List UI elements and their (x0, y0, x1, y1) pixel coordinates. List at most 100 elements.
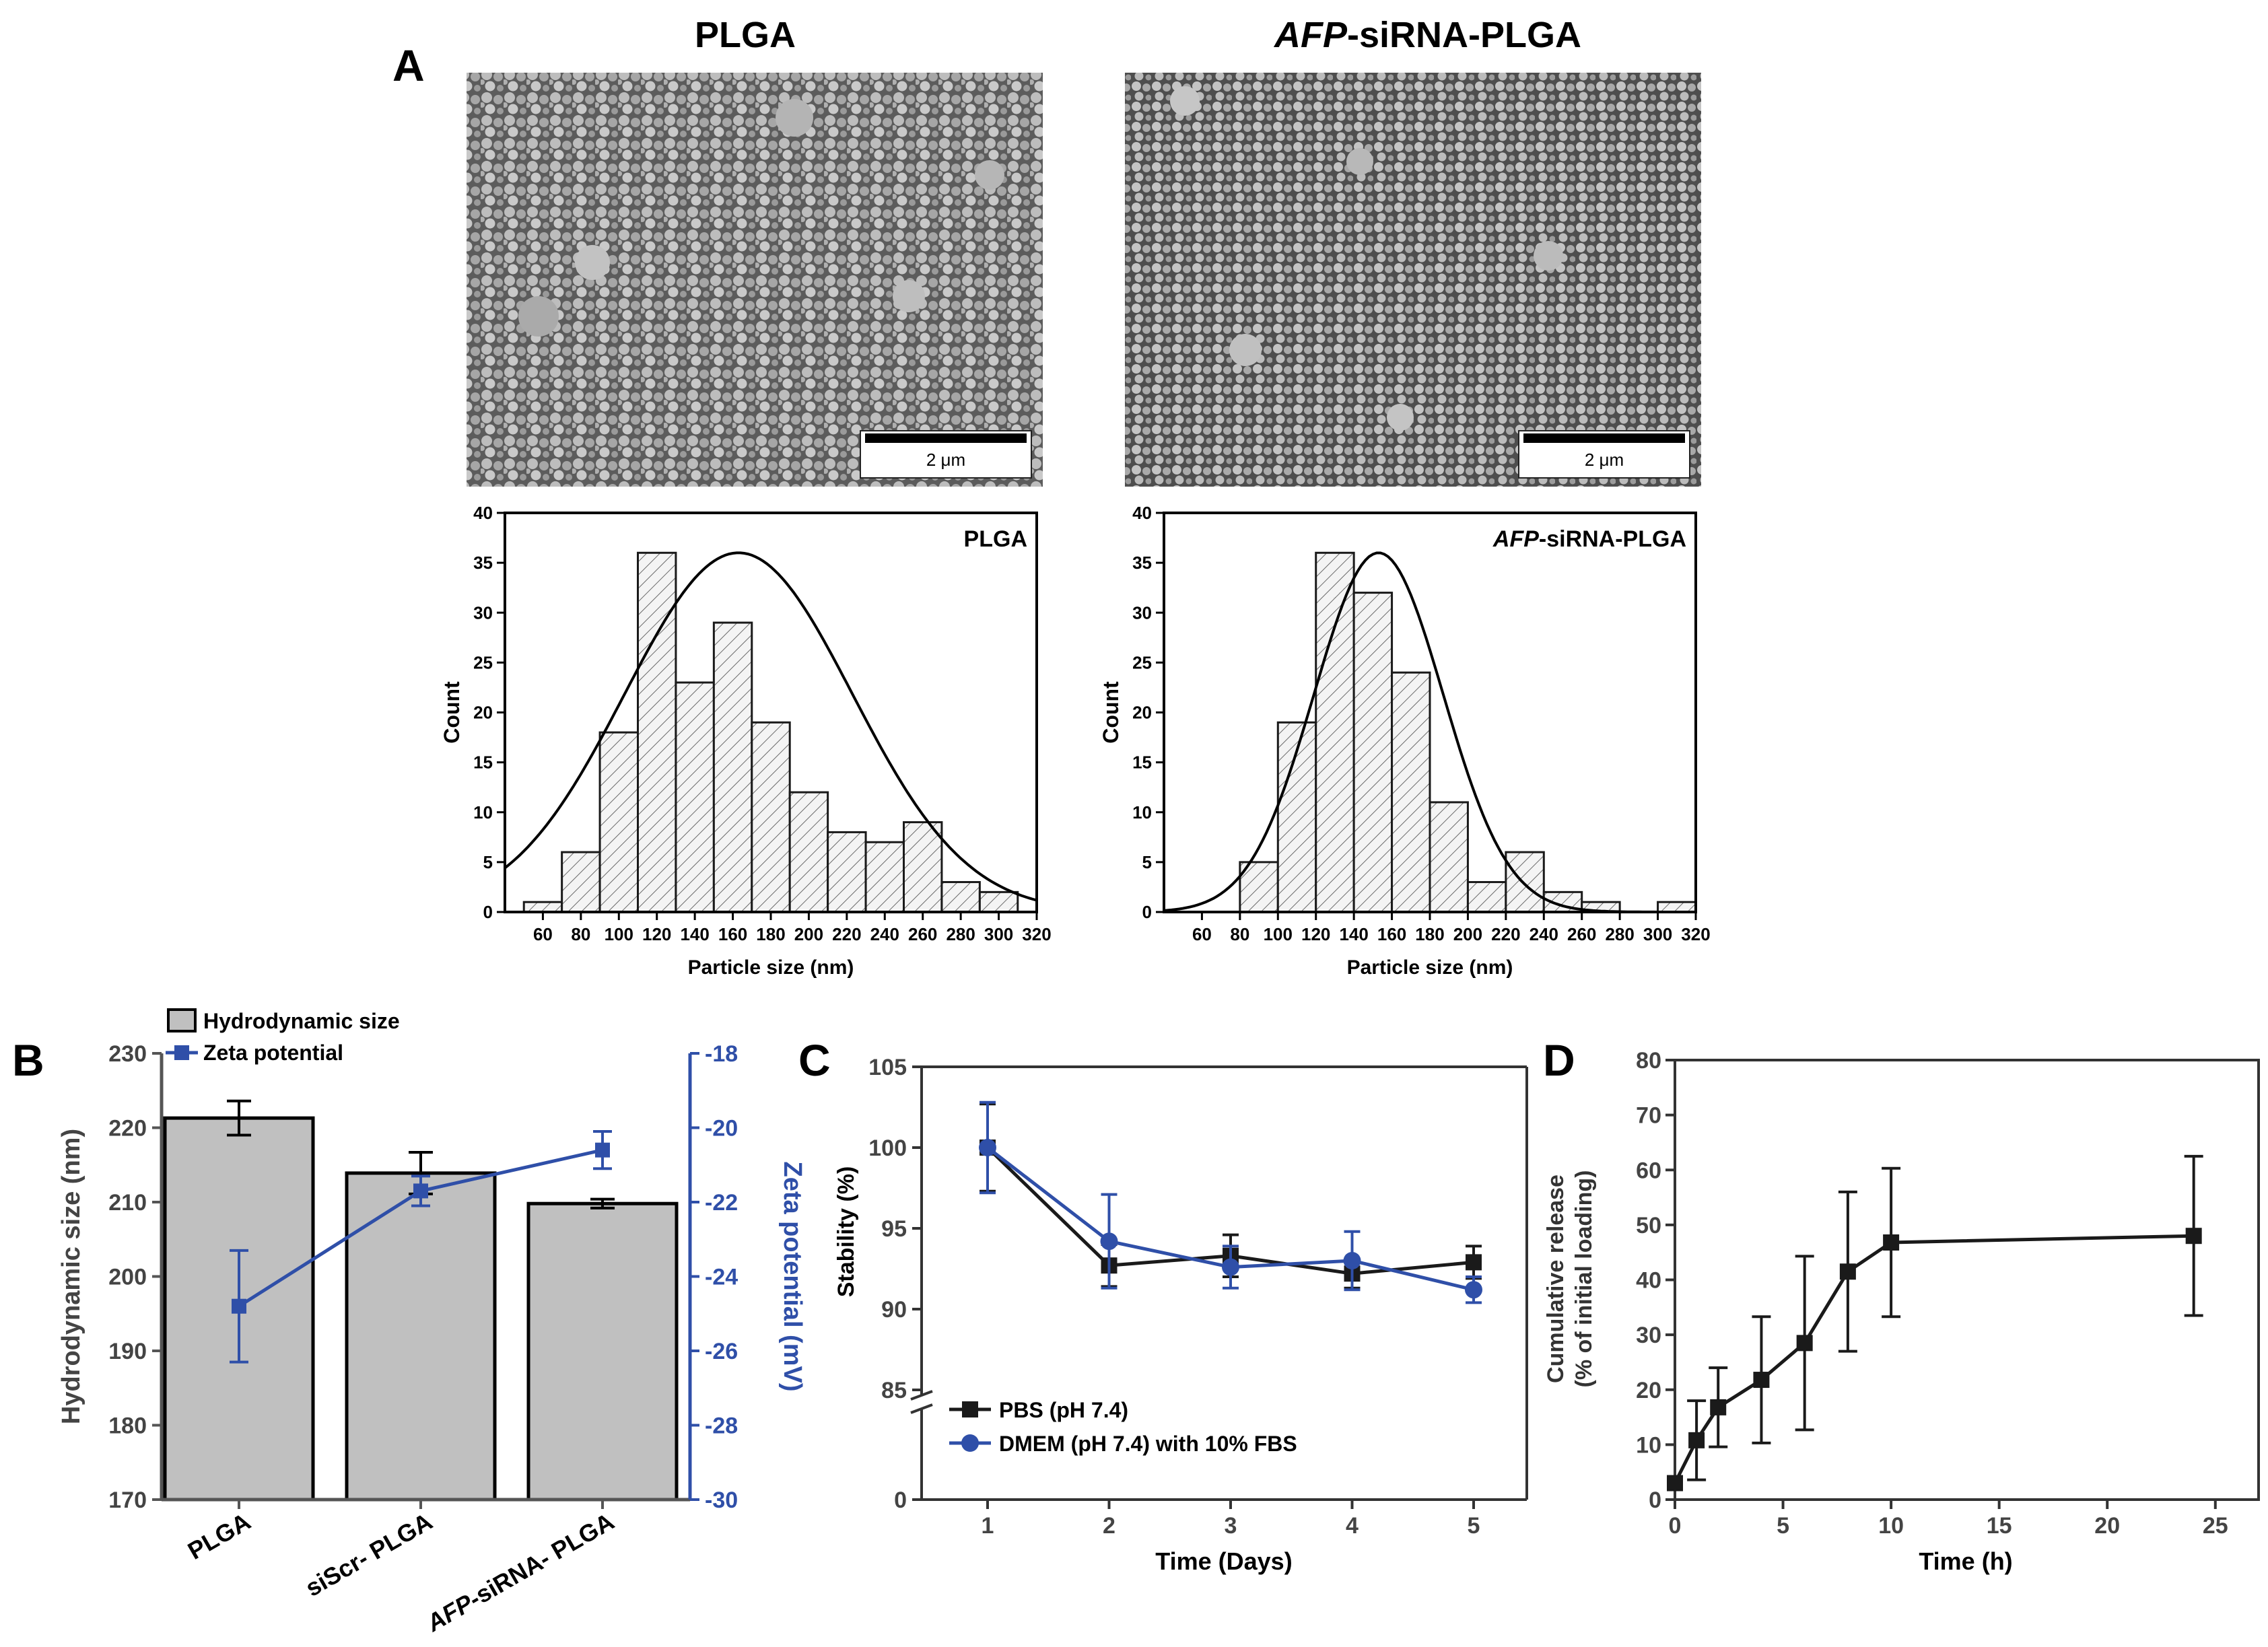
x-tick-label: AFP-siRNA- PLGA (421, 1507, 619, 1637)
y-tick-label: 90 (881, 1297, 907, 1323)
x-tick-label-text: -siRNA- PLGA (464, 1507, 619, 1613)
release-marker (1796, 1335, 1813, 1352)
x-tick-label: 320 (1681, 924, 1710, 944)
y-tick-label: 15 (1132, 752, 1152, 773)
x-tick-label: 160 (1377, 924, 1406, 944)
x-tick-label: 100 (1264, 924, 1293, 944)
y-tick-label: 5 (1142, 852, 1152, 872)
zeta-marker (413, 1183, 428, 1199)
y-tick-label: 50 (1636, 1213, 1661, 1238)
histogram-bar (1657, 901, 1697, 913)
y2-axis-title: Zeta potential (mV) (778, 1161, 806, 1391)
y-tick-label: 170 (108, 1487, 147, 1513)
dmem-marker (1465, 1281, 1482, 1299)
histogram-bar (675, 681, 715, 913)
y-axis-title: Stability (%) (833, 1166, 859, 1298)
x-tick-label: 25 (2203, 1513, 2228, 1539)
y2-tick-label: -18 (705, 1041, 738, 1067)
y-tick-label: 15 (473, 752, 493, 773)
sem-image-plga: 2 μm (467, 73, 1043, 487)
x-tick-label-text: PLGA (183, 1507, 255, 1565)
y-axis-title-line1: Cumulative release (1543, 1175, 1569, 1383)
inset-label-text: PLGA (964, 526, 1027, 552)
y-tick-label: 230 (108, 1041, 147, 1067)
histogram-bar (1391, 671, 1431, 913)
chart-b-size-zeta: 170 180 190 200 210 220 230 -30 -28 -26 -24 -22 -20 -… (57, 1008, 806, 1637)
y2-tick-label: -24 (705, 1265, 738, 1290)
legend-swatch-pbs-marker (962, 1401, 978, 1417)
release-marker (1883, 1234, 1900, 1251)
zeta-marker (595, 1142, 610, 1158)
legend-label-size: Hydrodynamic size (203, 1009, 400, 1033)
y-tick-label: 25 (473, 652, 493, 672)
y-tick-label: 5 (483, 852, 493, 872)
y-tick-label: 70 (1636, 1103, 1661, 1129)
y-tick-label: 40 (473, 503, 493, 523)
panel-c-label: C (798, 1035, 831, 1085)
y2-tick-label: -22 (705, 1190, 738, 1216)
x-axis-title: Particle size (nm) (1347, 956, 1513, 979)
y-axis-title-line2: (% of initial loading) (1571, 1170, 1597, 1388)
y-tick-label: 30 (473, 602, 493, 623)
x-tick-label: 200 (794, 924, 823, 944)
scale-bar-label-plga: 2 μm (926, 450, 965, 470)
x-tick-label: 300 (1643, 924, 1672, 944)
x-tick-label-text: siScr- PLGA (301, 1507, 437, 1602)
x-tick-label: 280 (946, 924, 975, 944)
x-tick-label: siScr- PLGA (301, 1507, 437, 1602)
y-axis-title: Hydrodynamic size (nm) (57, 1129, 85, 1424)
pbs-marker (1466, 1254, 1482, 1271)
x-tick-label: 220 (832, 924, 861, 944)
y2-tick-label: -20 (705, 1116, 738, 1142)
histogram-bar (637, 551, 677, 913)
y-tick-label: 25 (1132, 652, 1152, 672)
y-tick-label: 0 (483, 902, 493, 922)
zeta-marker (232, 1298, 246, 1314)
y-tick-label: 220 (108, 1116, 147, 1142)
y-tick-label: 40 (1132, 503, 1152, 523)
legend-label-pbs: PBS (pH 7.4) (999, 1398, 1128, 1422)
release-marker (2185, 1228, 2202, 1245)
release-marker (1710, 1399, 1727, 1415)
y-tick-label: 30 (1636, 1323, 1661, 1348)
dmem-marker (1100, 1232, 1118, 1251)
y-axis-title: Count (1099, 681, 1123, 744)
x-tick-label: 160 (718, 924, 747, 944)
x-tick-label: 180 (756, 924, 785, 944)
x-tick-label: 80 (1230, 924, 1249, 944)
y-axis-title: Count (440, 681, 464, 744)
release-marker (1753, 1372, 1770, 1389)
x-tick-label: 3 (1225, 1513, 1237, 1539)
x-tick-label: 100 (605, 924, 633, 944)
y-tick-label: 30 (1132, 602, 1152, 623)
y-tick-label: 40 (1636, 1268, 1661, 1294)
sem-title-afp-italic: AFP (1273, 15, 1348, 55)
x-tick-label: 10 (1878, 1513, 1904, 1539)
x-tick-label: 1 (982, 1513, 994, 1539)
sem-image-afp: 2 μm (1125, 73, 1701, 487)
size-bar (526, 1201, 679, 1502)
release-marker (1688, 1432, 1705, 1448)
histogram-bar (903, 821, 943, 913)
x-tick-label: 300 (984, 924, 1013, 944)
axis-break-mark (910, 1403, 933, 1414)
histogram-bar (522, 901, 563, 913)
y-tick-label: 80 (1636, 1048, 1661, 1074)
x-tick-label: 260 (1567, 924, 1596, 944)
x-tick-label: 140 (1339, 924, 1368, 944)
histogram-bar (1466, 881, 1507, 913)
y-tick-label: 35 (473, 553, 493, 573)
size-bar (345, 1171, 497, 1502)
histogram-bar (1239, 861, 1279, 913)
x-tick-label: 140 (680, 924, 709, 944)
legend-label-zeta: Zeta potential (203, 1041, 343, 1065)
x-axis-title: Time (Days) (1155, 1547, 1292, 1575)
x-tick-label: 320 (1022, 924, 1051, 944)
y2-tick-label: -26 (705, 1339, 738, 1364)
release-line (1673, 1234, 2194, 1484)
histogram-bar (978, 890, 1019, 913)
dmem-marker (1222, 1258, 1239, 1276)
histogram-bar (788, 791, 829, 913)
x-tick-label: 2 (1103, 1513, 1115, 1539)
histogram-bar (712, 621, 753, 913)
